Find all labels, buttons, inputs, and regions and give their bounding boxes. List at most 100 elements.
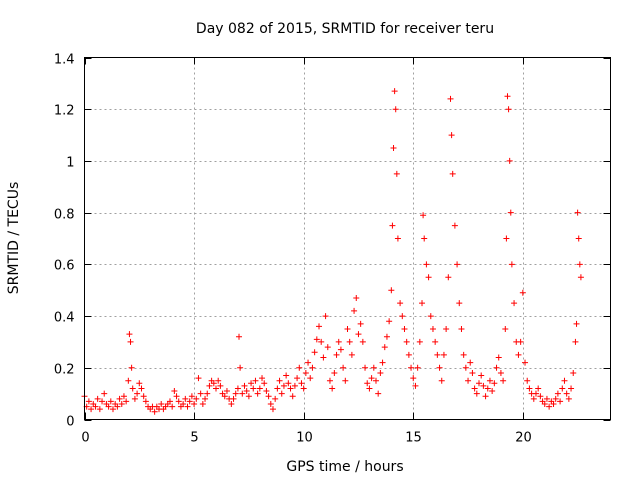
data-point — [265, 393, 272, 400]
data-point — [114, 403, 121, 410]
y-axis-label: SRMTID / TECUs — [6, 182, 22, 295]
data-point — [482, 393, 489, 400]
data-point — [576, 261, 583, 268]
data-point — [267, 400, 274, 407]
data-points — [81, 88, 584, 415]
data-point — [572, 338, 579, 345]
data-point — [381, 344, 388, 351]
x-axis-ticks: 0 5 10 15 20 — [81, 57, 532, 446]
data-point — [420, 212, 427, 219]
data-point — [180, 400, 187, 407]
data-point — [456, 300, 463, 307]
data-point — [524, 377, 531, 384]
data-point — [213, 385, 219, 392]
data-point — [140, 393, 147, 400]
data-point — [230, 395, 237, 402]
data-point — [232, 390, 239, 397]
data-point — [440, 351, 447, 358]
data-point — [99, 398, 106, 405]
data-point — [408, 364, 415, 371]
y-axis-ticks: 0 0.2 0.4 0.6 0.8 1 1.2 1.4 — [54, 53, 611, 430]
data-point — [366, 385, 373, 392]
data-point — [375, 390, 382, 397]
data-point — [505, 106, 512, 113]
data-point — [392, 106, 399, 113]
data-point — [541, 400, 548, 407]
data-point — [543, 395, 550, 402]
data-point — [276, 377, 283, 384]
data-point — [131, 395, 138, 402]
data-point — [383, 333, 390, 340]
data-point — [307, 375, 314, 382]
data-point — [559, 385, 566, 392]
data-point — [166, 398, 173, 405]
data-point — [204, 390, 211, 397]
data-point — [125, 377, 132, 384]
data-point — [434, 351, 441, 358]
data-point — [554, 390, 561, 397]
data-point — [565, 395, 572, 402]
data-point — [346, 338, 353, 345]
data-point — [451, 222, 458, 229]
data-point — [340, 364, 347, 371]
data-point — [136, 380, 143, 387]
data-point — [127, 338, 134, 345]
y-tick-label: 1.2 — [54, 104, 75, 119]
data-point — [414, 364, 421, 371]
data-point — [519, 289, 526, 296]
data-point — [173, 393, 180, 400]
data-point — [504, 93, 511, 100]
data-point — [118, 400, 125, 407]
data-point — [568, 385, 575, 392]
data-point — [448, 132, 455, 139]
data-point — [432, 338, 439, 345]
data-point — [175, 398, 182, 405]
data-point — [123, 398, 130, 405]
data-point — [508, 261, 515, 268]
data-point — [401, 326, 408, 332]
y-tick-label: 1 — [66, 156, 74, 171]
data-point — [364, 380, 371, 387]
data-point — [390, 145, 397, 151]
data-point — [274, 385, 281, 392]
data-point — [221, 393, 228, 400]
data-point — [570, 369, 577, 376]
data-point — [368, 375, 375, 382]
y-tick-label: 0 — [66, 415, 74, 430]
data-point — [574, 209, 581, 216]
data-point — [256, 385, 263, 392]
data-point — [169, 403, 176, 410]
data-point — [331, 369, 338, 376]
y-tick-label: 0.6 — [54, 259, 75, 274]
data-point — [502, 326, 509, 332]
data-point — [465, 377, 472, 384]
data-point — [489, 388, 496, 395]
data-point — [399, 313, 406, 320]
data-point — [561, 377, 568, 384]
data-point — [410, 375, 417, 382]
data-point — [530, 395, 537, 402]
data-point — [313, 336, 320, 343]
data-point — [469, 369, 476, 376]
data-point — [511, 300, 518, 307]
data-point — [458, 326, 465, 332]
grid-lines — [84, 57, 611, 420]
data-point — [362, 364, 369, 371]
data-point — [372, 377, 379, 384]
data-point — [182, 395, 189, 402]
data-point — [285, 380, 292, 387]
data-point — [480, 382, 487, 389]
data-point — [305, 359, 312, 366]
data-point — [320, 354, 327, 361]
data-point — [445, 274, 452, 281]
data-point — [239, 390, 246, 397]
data-point — [158, 400, 165, 407]
data-point — [223, 388, 230, 395]
data-point — [250, 385, 257, 392]
data-point — [101, 390, 108, 397]
data-point — [188, 393, 195, 400]
data-point — [497, 369, 504, 376]
data-point — [471, 385, 478, 392]
data-point — [473, 390, 480, 397]
data-point — [546, 403, 553, 410]
